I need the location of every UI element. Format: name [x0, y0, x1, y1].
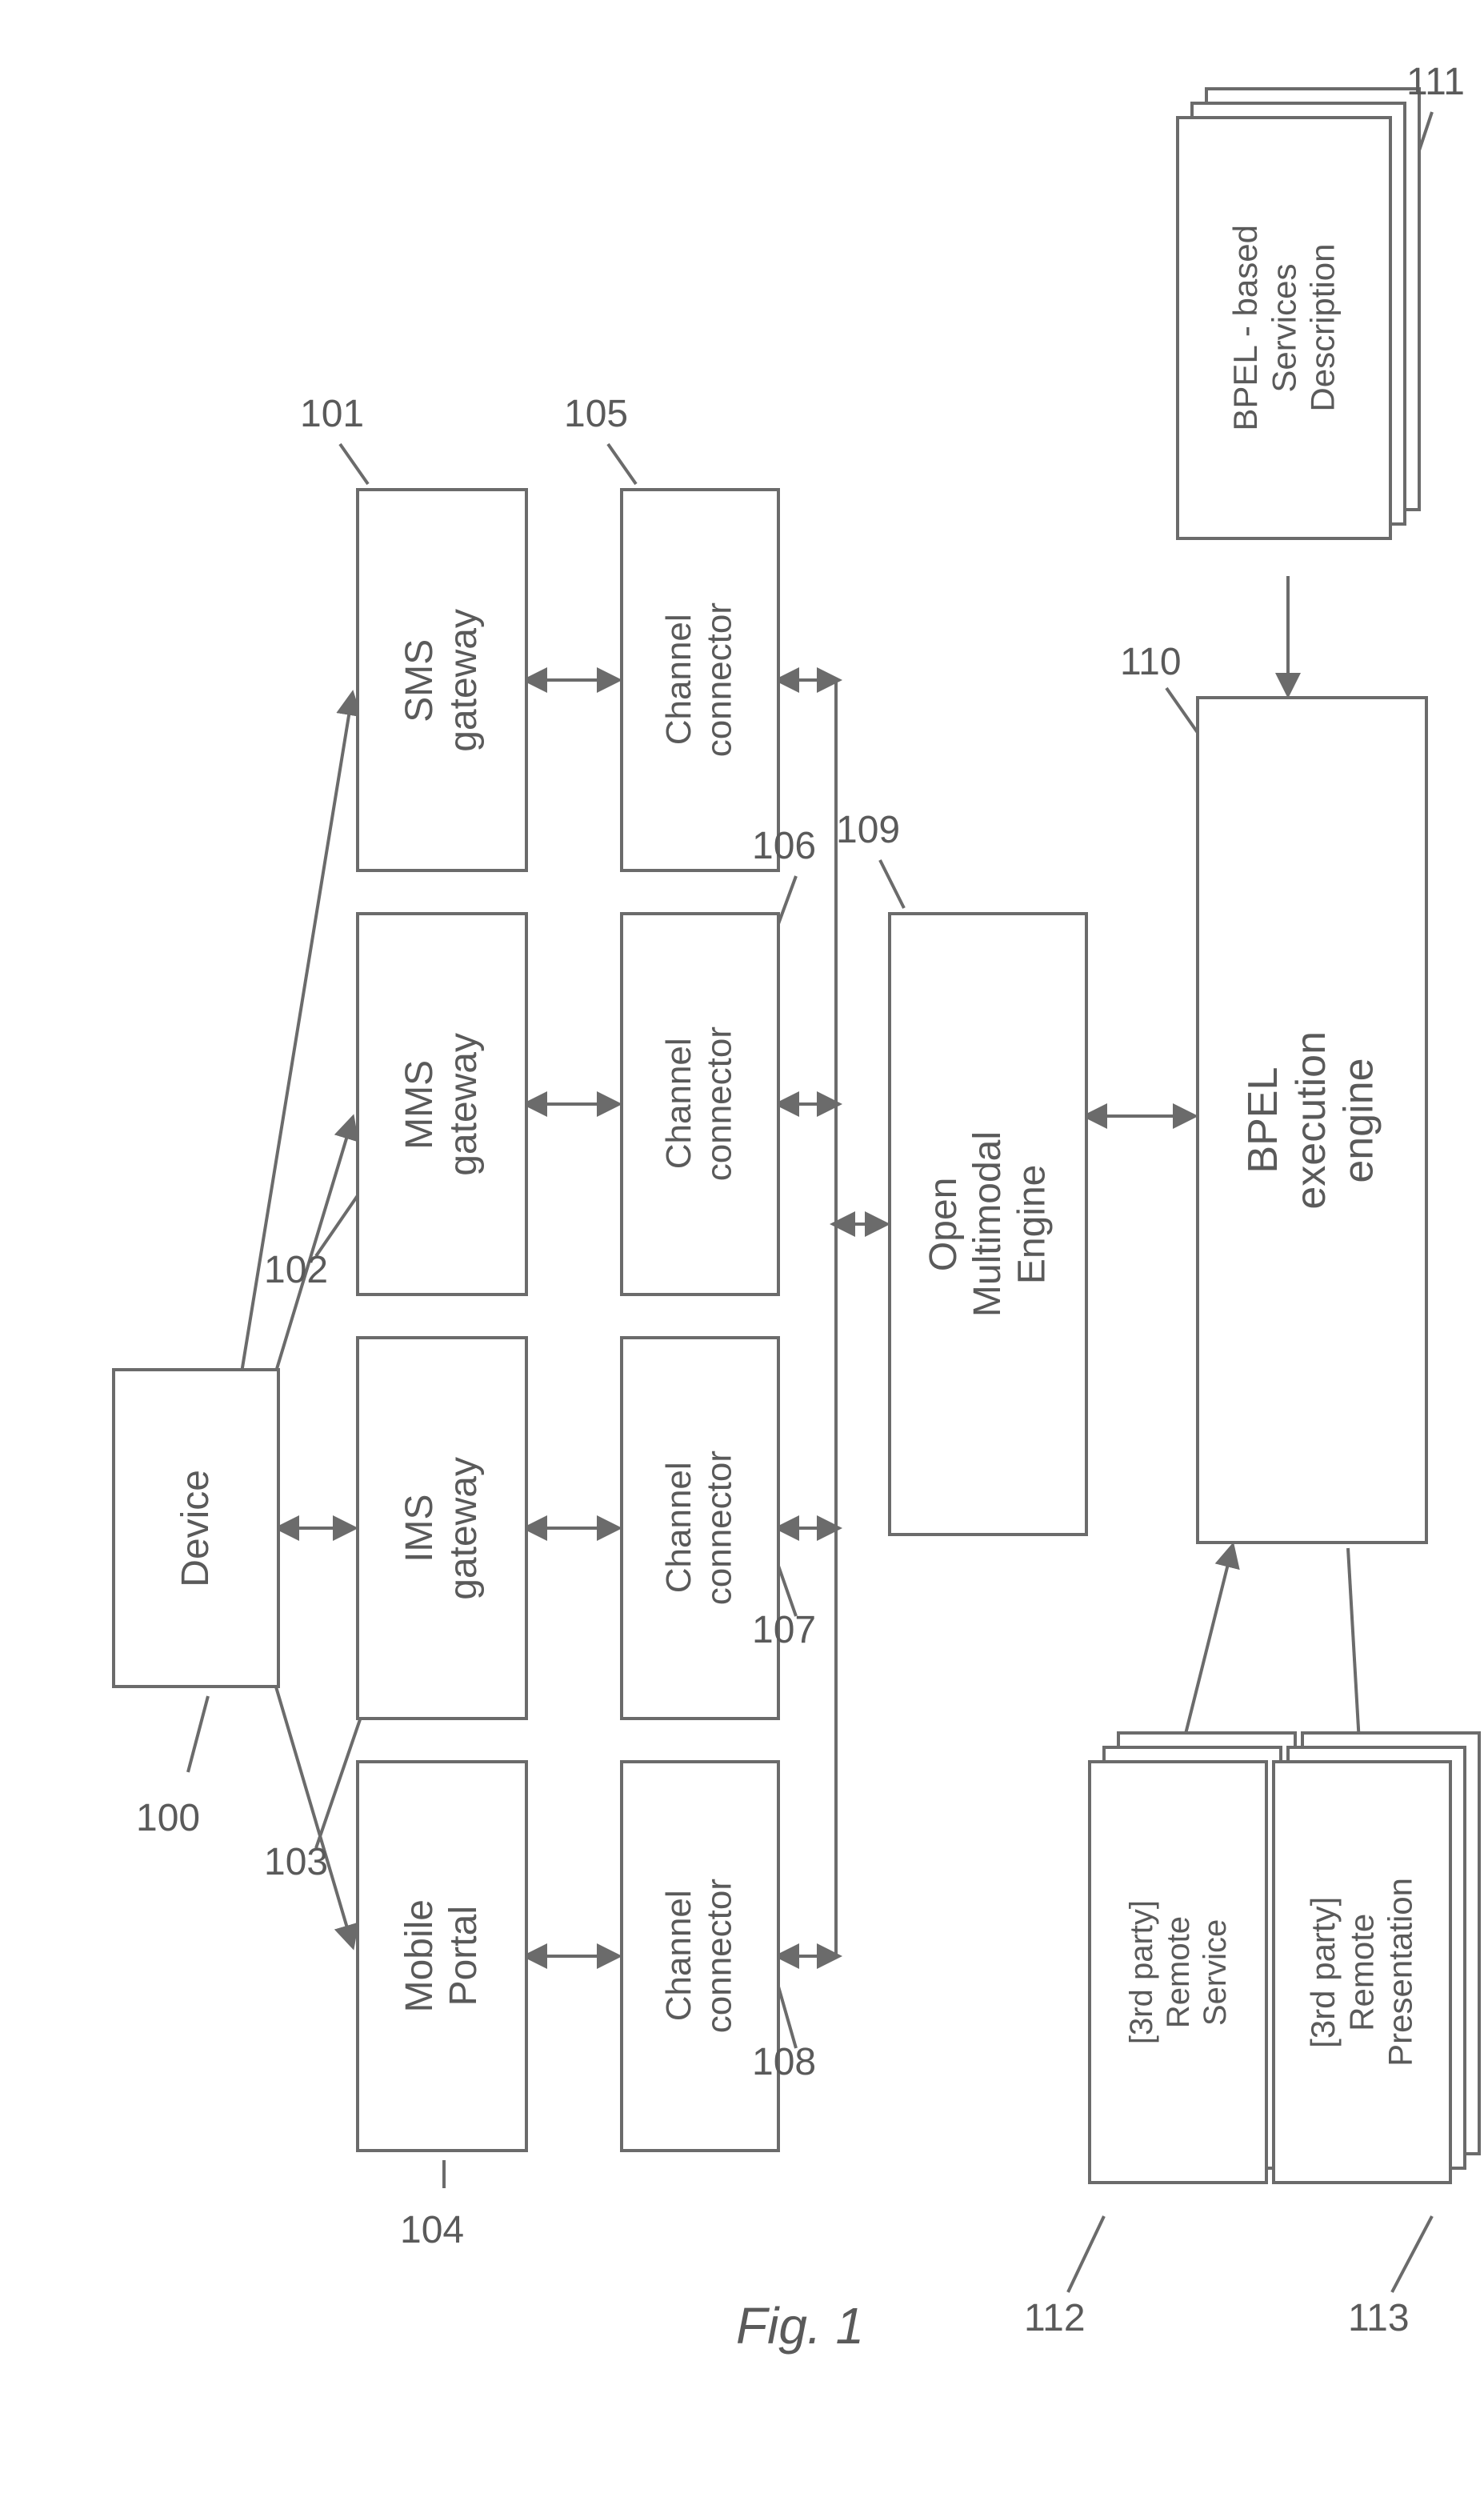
- ref-label-108: 108: [752, 2040, 816, 2084]
- ref-label-112: 112: [1024, 2296, 1086, 2340]
- node-label-remote_svc: [3rd party] Remote Service: [1123, 1900, 1234, 2044]
- node-label-bpel_engine: BPEL execution engine: [1240, 1031, 1383, 1210]
- node-device: Device: [112, 1368, 280, 1688]
- node-ims_gateway: IMS gateway: [356, 1336, 528, 1720]
- node-mobile_portal: Mobile Portal: [356, 1760, 528, 2152]
- node-label-ims_gateway: IMS gateway: [398, 1457, 486, 1600]
- ref-label-106: 106: [752, 824, 816, 868]
- node-sms_gateway: SMS gateway: [356, 488, 528, 872]
- node-label-cc1: Channel connector: [659, 602, 740, 757]
- node-label-sms_gateway: SMS gateway: [398, 609, 486, 752]
- node-label-bpel_desc: BPEL - based Services Description: [1226, 225, 1342, 431]
- node-label-mobile_portal: Mobile Portal: [398, 1899, 486, 2012]
- figure-caption: Fig. 1: [736, 2296, 864, 2355]
- node-label-device: Device: [174, 1470, 218, 1587]
- ref-label-100: 100: [136, 1796, 200, 1840]
- ref-label-110: 110: [1120, 640, 1182, 684]
- node-label-cc4: Channel connector: [659, 1879, 740, 2033]
- node-label-mms_gateway: MMS gateway: [398, 1033, 486, 1176]
- node-label-cc3: Channel connector: [659, 1451, 740, 1605]
- node-cc3: Channel connector: [620, 1336, 780, 1720]
- ref-label-107: 107: [752, 1608, 816, 1652]
- node-bpel_engine: BPEL execution engine: [1196, 696, 1428, 1544]
- node-mms_gateway: MMS gateway: [356, 912, 528, 1296]
- node-cc2: Channel connector: [620, 912, 780, 1296]
- node-label-ome: Open Multimodal Engine: [922, 1131, 1054, 1317]
- node-cc4: Channel connector: [620, 1760, 780, 2152]
- ref-label-113: 113: [1348, 2296, 1410, 2340]
- ref-label-105: 105: [564, 392, 628, 436]
- node-label-cc2: Channel connector: [659, 1026, 740, 1181]
- ref-label-109: 109: [836, 808, 900, 852]
- ref-label-101: 101: [300, 392, 364, 436]
- node-bpel_desc: BPEL - based Services Description: [1176, 116, 1392, 540]
- node-label-remote_pres: [3rd party] Remote Presentation: [1304, 1878, 1420, 2067]
- ref-label-104: 104: [400, 2208, 464, 2252]
- ref-label-103: 103: [264, 1840, 328, 1884]
- node-ome: Open Multimodal Engine: [888, 912, 1088, 1536]
- ref-label-102: 102: [264, 1248, 328, 1292]
- ref-label-111: 111: [1406, 60, 1465, 104]
- node-cc1: Channel connector: [620, 488, 780, 872]
- node-remote_svc: [3rd party] Remote Service: [1088, 1760, 1268, 2184]
- node-remote_pres: [3rd party] Remote Presentation: [1272, 1760, 1452, 2184]
